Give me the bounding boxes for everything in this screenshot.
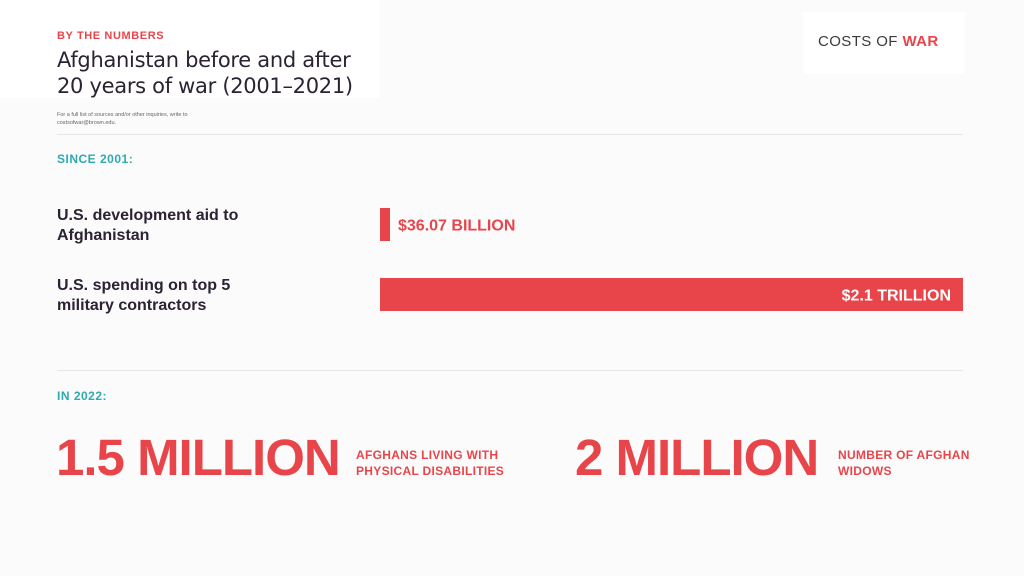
section-2022: IN 2022: [57,389,108,403]
kicker: BY THE NUMBERS [57,30,165,42]
bar-value-label-1: $2.1 TRILLION [842,288,951,305]
bar-label-contractors: U.S. spending on top 5 military contract… [57,277,231,314]
stat-disabilities-value: 1.5 MILLION [56,429,341,486]
source-note: For a full list of sources and/or other … [57,112,188,126]
page-title: Afghanistan before and after 20 years of… [57,48,353,98]
section-since: SINCE 2001: [57,152,134,166]
bar-1 [380,278,963,311]
logo-accent: WAR [902,33,939,50]
divider-top [57,134,963,135]
logo-text: COSTS OF [818,33,903,50]
bar-label-aid: U.S. development aid to Afghanistan [57,207,239,244]
logo[interactable]: COSTS OF WAR [818,33,939,50]
stat-disabilities-label: AFGHANS LIVING WITH PHYSICAL DISABILITIE… [356,448,505,478]
stat-widows-value: 2 MILLION [575,429,819,486]
bar-value-label-0: $36.07 BILLION [398,218,515,235]
bar-0 [380,208,391,241]
stat-widows-label: NUMBER OF AFGHAN WIDOWS [838,448,970,478]
logo-box [803,12,965,74]
divider-bottom [57,370,963,371]
header-panel [0,0,380,98]
